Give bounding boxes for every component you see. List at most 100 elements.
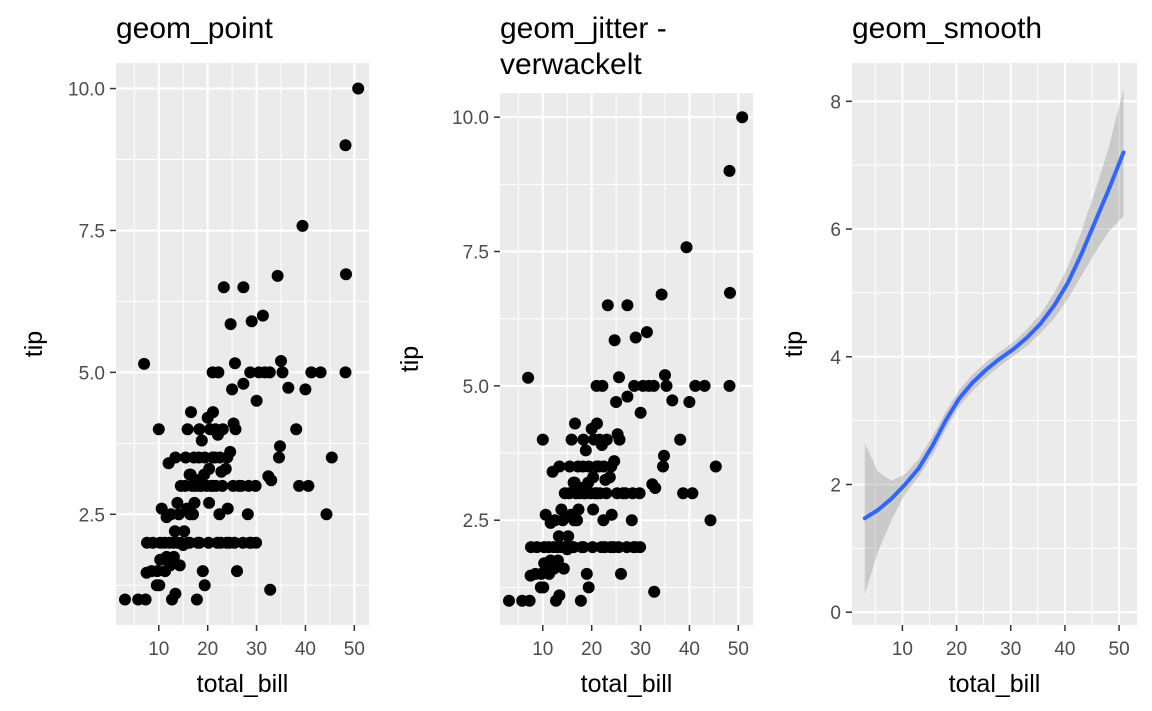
panel-title-line: verwackelt	[500, 48, 642, 81]
data-point	[339, 366, 352, 379]
data-point	[250, 536, 263, 549]
data-point	[659, 369, 671, 382]
data-point	[169, 587, 182, 600]
data-point	[601, 299, 614, 312]
data-point	[237, 281, 250, 294]
data-point	[271, 269, 284, 282]
data-point	[574, 594, 587, 607]
data-point	[579, 444, 592, 457]
data-point	[207, 406, 219, 419]
data-point	[565, 433, 578, 446]
panel-2: 10 20 30 40 50 2.5 5.0 7.5 10.0 total_bill tip geom…	[396, 12, 753, 698]
data-point	[339, 139, 352, 152]
data-point	[167, 550, 180, 563]
data-point	[274, 440, 286, 453]
data-point	[181, 423, 194, 436]
y-tick-label: 2.5	[463, 511, 489, 532]
y-tick-label: 0	[830, 603, 841, 624]
data-point	[212, 366, 225, 379]
y-tick-label: 10.0	[452, 108, 489, 129]
data-point	[580, 567, 593, 580]
data-point	[633, 487, 646, 500]
data-point	[320, 508, 333, 521]
x-axis-title: total_bill	[949, 670, 1041, 698]
data-point	[648, 585, 661, 598]
data-point	[193, 536, 206, 549]
data-point	[704, 514, 717, 527]
data-point	[683, 396, 696, 408]
data-point	[553, 589, 566, 602]
x-tick-label: 40	[295, 639, 316, 660]
data-point	[228, 536, 241, 549]
data-point	[582, 581, 595, 594]
data-point	[562, 530, 575, 543]
data-point	[555, 503, 568, 516]
data-point	[219, 462, 232, 475]
panel-3: 10 20 30 40 50 0 2 4 6 8 total_bill tip geom_smooth	[780, 12, 1137, 698]
data-point	[600, 487, 613, 500]
data-point	[152, 423, 165, 436]
y-tick-label: 7.5	[79, 221, 105, 242]
data-point	[647, 379, 660, 392]
data-point	[250, 394, 263, 407]
x-tick-label: 30	[630, 639, 651, 660]
data-point	[196, 565, 209, 578]
data-point	[569, 417, 581, 430]
data-point	[563, 460, 576, 473]
panel-title: geom_smooth	[852, 12, 1042, 45]
data-point	[612, 541, 625, 554]
data-point	[169, 451, 182, 464]
data-point	[610, 396, 623, 408]
y-tick-label: 8	[830, 92, 841, 113]
data-point	[202, 536, 215, 549]
data-point	[256, 309, 269, 322]
data-point	[245, 315, 258, 328]
data-point	[537, 581, 550, 594]
data-point	[658, 449, 670, 462]
data-point	[273, 451, 285, 464]
data-point	[168, 525, 181, 538]
data-point	[587, 503, 600, 516]
data-point	[282, 381, 295, 394]
data-point	[723, 379, 736, 392]
data-point	[224, 445, 237, 458]
data-point	[265, 474, 278, 487]
y-tick-label: 5.0	[79, 363, 105, 384]
data-point	[572, 503, 585, 516]
data-point	[340, 268, 352, 281]
data-point	[138, 357, 151, 370]
data-point	[724, 286, 736, 299]
data-point	[190, 593, 203, 606]
y-axis-title: tip	[780, 331, 808, 357]
y-axis-title: tip	[396, 346, 424, 372]
data-point	[193, 423, 206, 436]
data-point	[178, 525, 191, 538]
data-point	[557, 562, 570, 575]
data-point	[173, 559, 186, 572]
data-point	[305, 366, 318, 379]
data-point	[523, 594, 536, 607]
panel-title-line: geom_jitter -	[500, 12, 667, 45]
data-point	[216, 423, 229, 436]
data-point	[621, 299, 634, 312]
data-point	[587, 471, 600, 484]
data-point	[608, 455, 621, 468]
y-tick-label: 4	[830, 348, 841, 369]
data-point	[229, 357, 241, 370]
data-point	[299, 383, 312, 396]
data-point	[296, 219, 309, 232]
data-point	[660, 379, 673, 392]
data-point	[613, 371, 625, 384]
data-point	[226, 383, 239, 396]
data-point	[314, 366, 327, 379]
data-point	[567, 541, 580, 554]
data-point	[171, 496, 184, 509]
data-point	[680, 241, 693, 254]
smooth-line	[862, 150, 1126, 521]
data-point	[263, 366, 276, 379]
data-point	[629, 331, 642, 344]
data-point	[216, 479, 229, 492]
x-tick-label: 50	[728, 639, 749, 660]
